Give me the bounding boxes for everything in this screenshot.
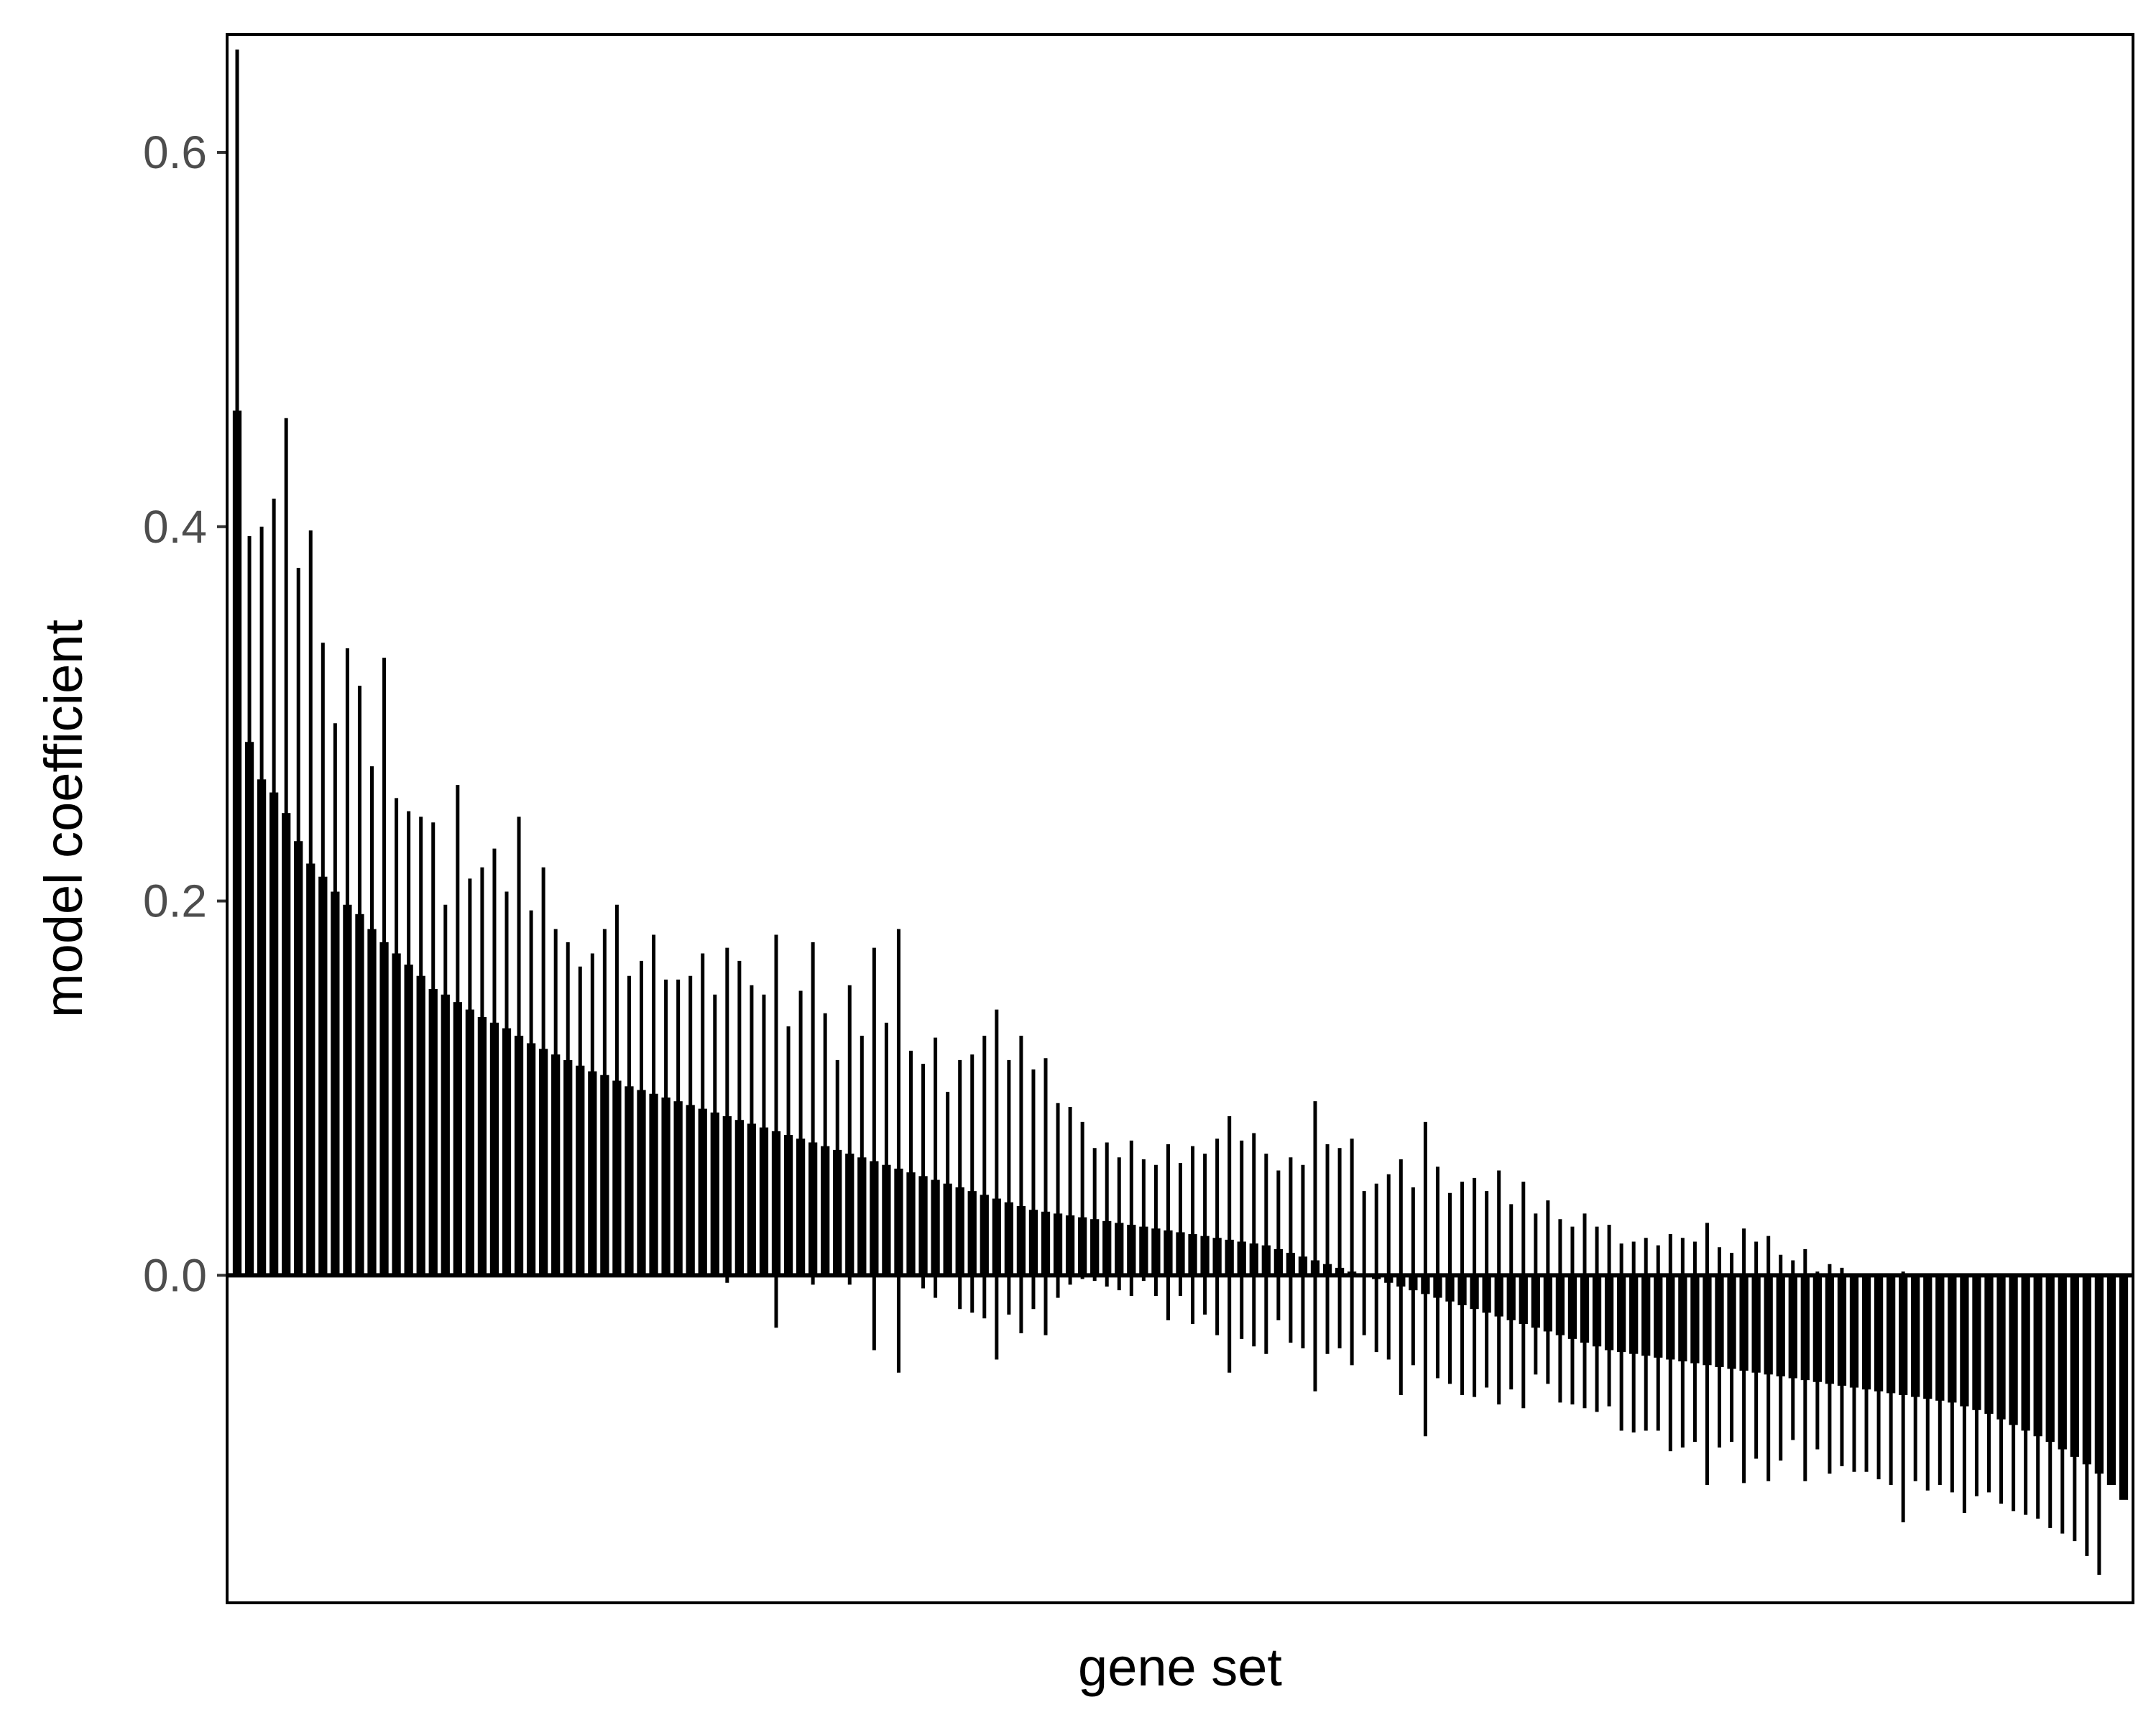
x-axis-title: gene set [1078, 1637, 1282, 1697]
bar-17 [428, 988, 438, 1276]
errorbars-layer [235, 49, 2101, 1575]
y-axis-title: model coefficient [34, 620, 93, 1018]
bar-148 [2033, 1275, 2042, 1437]
bar-1 [232, 410, 242, 1276]
bar-12 [367, 929, 377, 1276]
bar-3 [257, 779, 267, 1276]
bars-layer [232, 410, 2129, 1500]
bar-149 [2045, 1275, 2055, 1443]
bar-146 [2009, 1275, 2018, 1425]
bar-154 [2106, 1275, 2116, 1485]
y-axis: 0.0 0.2 0.4 0.6 [143, 126, 227, 1301]
bar-23 [502, 1028, 512, 1276]
bar-147 [2021, 1275, 2030, 1431]
bar-145 [1996, 1275, 2006, 1420]
panel-border [226, 33, 2134, 1604]
bar-6 [294, 841, 303, 1276]
bar-152 [2082, 1275, 2091, 1465]
bar-14 [392, 953, 401, 1276]
y-tick-label: 0.2 [143, 875, 207, 927]
bar-15 [404, 965, 413, 1276]
bar-18 [441, 994, 450, 1276]
bar-9 [331, 891, 340, 1276]
bar-155 [2119, 1275, 2129, 1500]
y-tick-label: 0.4 [143, 501, 207, 553]
bar-150 [2058, 1275, 2067, 1450]
bar-153 [2094, 1275, 2104, 1474]
bar-151 [2070, 1275, 2079, 1457]
y-tick-label: 0.0 [143, 1249, 207, 1301]
bar-11 [355, 914, 364, 1276]
y-tick-label: 0.6 [143, 126, 207, 178]
bar-2 [244, 742, 254, 1276]
bar-20 [465, 1009, 474, 1276]
